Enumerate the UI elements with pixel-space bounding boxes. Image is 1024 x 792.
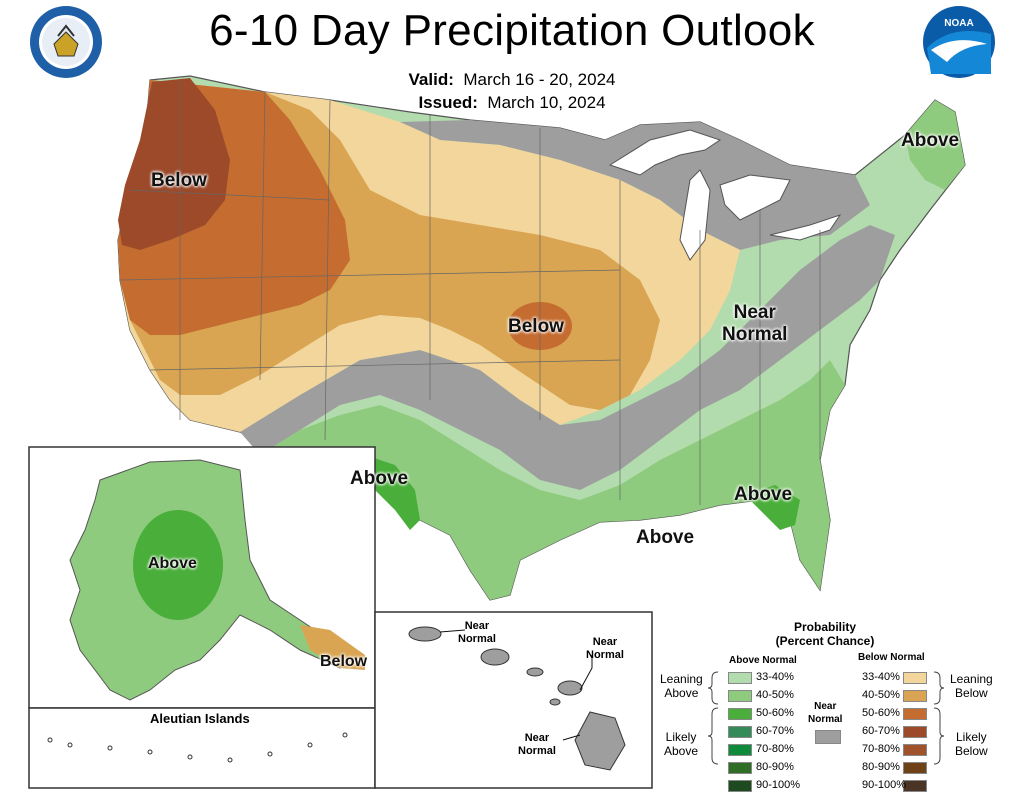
legend-likely-above-line2: Above xyxy=(664,744,699,758)
legend-below-label-6: 90-100% xyxy=(862,779,907,791)
aleutian-title: Aleutian Islands xyxy=(150,711,250,726)
noaa-logo-icon: NOAA xyxy=(921,4,997,80)
alaska-panhandle-below xyxy=(300,625,365,670)
above-40-50-northeast xyxy=(905,100,965,190)
legend-above-label-1: 40-50% xyxy=(756,689,794,701)
issued-value: March 10, 2024 xyxy=(487,93,606,112)
legend-above-swatch-3 xyxy=(728,726,752,738)
legend-near-normal-label: Near Normal xyxy=(808,700,842,726)
legend-near-line1: Near xyxy=(814,701,837,712)
legend-above-label-6: 90-100% xyxy=(756,779,801,791)
noaa-logo-text: NOAA xyxy=(944,18,973,29)
legend-likely-above: Likely Above xyxy=(664,730,698,758)
legend-leaning-below-line2: Below xyxy=(955,686,988,700)
legend-above-label-4: 70-80% xyxy=(756,743,794,755)
legend-above-swatch-4 xyxy=(728,744,752,756)
hawaii-leader-lines xyxy=(439,629,593,741)
alaska-label-above: Above xyxy=(148,555,197,572)
legend-above-label-2: 50-60% xyxy=(756,707,794,719)
legend-below-label-0: 33-40% xyxy=(862,671,900,683)
issued-label: Issued: xyxy=(418,93,478,112)
label-above-gulf: Above xyxy=(636,527,695,548)
above-50-60-florida xyxy=(745,485,800,530)
legend-likely-below-line2: Below xyxy=(955,744,988,758)
legend-above-header: Above Normal xyxy=(729,655,797,666)
legend-below-label-4: 70-80% xyxy=(862,743,900,755)
legend-below-swatch-0 xyxy=(903,672,927,684)
legend-title-line1: Probability xyxy=(793,620,856,634)
legend-below-swatch-3 xyxy=(903,726,927,738)
legend-above-swatch-5 xyxy=(728,762,752,774)
label-below-central: Below xyxy=(508,316,564,337)
label-above-southwest: Above xyxy=(350,468,409,489)
legend-above-label-0: 33-40% xyxy=(756,671,794,683)
legend-likely-above-line1: Likely xyxy=(665,730,697,744)
page-title: 6-10 Day Precipitation Outlook xyxy=(209,6,815,55)
legend-below-label-2: 50-60% xyxy=(862,707,900,719)
hawaii-label-ne: Near Normal xyxy=(586,636,624,662)
commerce-seal-icon xyxy=(28,4,104,80)
hawaii-label-nw-line2: Normal xyxy=(458,633,496,645)
valid-label: Valid: xyxy=(408,70,454,89)
legend-below-label-1: 40-50% xyxy=(862,689,900,701)
legend-near-line2: Normal xyxy=(808,714,843,725)
legend-below-swatch-2 xyxy=(903,708,927,720)
label-below-west: Below xyxy=(151,170,207,191)
legend-leaning-above: Leaning Above xyxy=(660,672,703,700)
legend-leaning-above-line2: Above xyxy=(664,686,699,700)
legend-below-swatch-6 xyxy=(903,780,927,792)
hawaii-label-s-line2: Normal xyxy=(518,745,556,757)
near-normal-line2: Normal xyxy=(722,324,788,345)
legend-above-swatch-0 xyxy=(728,672,752,684)
above-40-50-south xyxy=(260,360,845,600)
hawaii-label-s: Near Normal xyxy=(518,732,556,758)
legend-above-swatch-6 xyxy=(728,780,752,792)
hawaii-islands xyxy=(408,626,626,771)
label-above-northeast: Above xyxy=(901,130,960,151)
valid-line: Valid: March 16 - 20, 2024 xyxy=(0,70,1024,90)
valid-value: March 16 - 20, 2024 xyxy=(463,70,616,89)
state-borders xyxy=(119,80,821,505)
legend-below-swatch-4 xyxy=(903,744,927,756)
legend-below-label-3: 60-70% xyxy=(862,725,900,737)
legend-leaning-below: Leaning Below xyxy=(950,672,993,700)
legend-near-swatch xyxy=(815,730,841,744)
legend-title-line2: (Percent Chance) xyxy=(775,634,875,648)
legend-title: Probability (Percent Chance) xyxy=(770,620,880,648)
legend-above-swatch-2 xyxy=(728,708,752,720)
label-above-florida: Above xyxy=(734,484,793,505)
legend-below-label-5: 80-90% xyxy=(862,761,900,773)
great-lakes xyxy=(608,129,842,261)
legend-leaning-above-line1: Leaning xyxy=(660,672,703,686)
aleutian-inset-box xyxy=(28,707,376,789)
below-60-70-region xyxy=(118,78,230,250)
hawaii-label-ne-line2: Normal xyxy=(586,649,624,661)
near-normal-region xyxy=(240,120,895,490)
legend-likely-below-line1: Likely xyxy=(956,730,987,744)
hawaii-label-ne-line1: Near xyxy=(592,636,618,648)
legend-leaning-below-line1: Leaning xyxy=(950,672,993,686)
legend-below-header: Below Normal xyxy=(858,652,925,663)
issued-line: Issued: March 10, 2024 xyxy=(0,93,1024,113)
alaska-above-50-60 xyxy=(133,510,223,620)
hawaii-label-nw: Near Normal xyxy=(458,620,496,646)
legend-below-swatch-5 xyxy=(903,762,927,774)
legend-above-swatch-1 xyxy=(728,690,752,702)
label-near-normal: Near Normal xyxy=(722,302,787,346)
legend-likely-below: Likely Below xyxy=(955,730,988,758)
hawaii-label-nw-line1: Near xyxy=(464,620,490,632)
hawaii-label-s-line1: Near xyxy=(524,732,550,744)
legend-below-swatch-1 xyxy=(903,690,927,702)
legend-above-label-3: 60-70% xyxy=(756,725,794,737)
near-normal-line1: Near xyxy=(733,302,776,323)
alaska-label-below: Below xyxy=(320,653,368,670)
legend-above-label-5: 80-90% xyxy=(756,761,794,773)
aleutian-islands xyxy=(47,732,348,763)
